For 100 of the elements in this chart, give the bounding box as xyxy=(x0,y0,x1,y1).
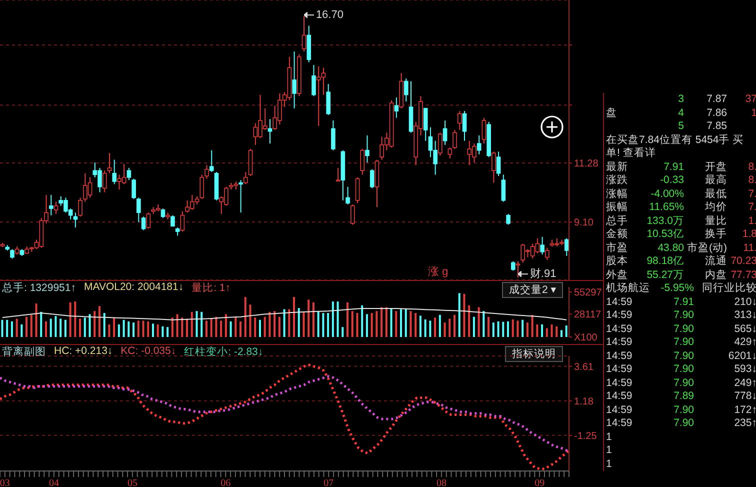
x-tick-label: 08 xyxy=(436,478,446,487)
y-tick-label: 9.10 xyxy=(574,218,594,229)
bar xyxy=(531,314,534,337)
bar xyxy=(400,309,402,337)
candlestick xyxy=(78,197,82,218)
y-tick-label: 11.28 xyxy=(574,158,599,170)
candlestick xyxy=(146,212,151,230)
bar xyxy=(346,302,349,337)
candlestick xyxy=(510,260,516,272)
bar xyxy=(40,312,42,337)
candlestick xyxy=(54,201,58,214)
candlestick xyxy=(170,214,175,227)
bar xyxy=(224,314,227,337)
bar xyxy=(152,324,154,337)
text: 市盈 43.80 市盈(动) 11. xyxy=(606,242,756,254)
bar xyxy=(84,318,86,337)
candlestick xyxy=(107,152,112,174)
candlestick xyxy=(73,212,78,228)
text: 14:59 7.90 249↑ xyxy=(606,376,756,388)
text: 14:59 7.90 235↑ xyxy=(606,417,756,429)
y-tick-label: -1.25 xyxy=(574,430,598,442)
bar xyxy=(546,328,548,337)
bar xyxy=(410,311,412,337)
candlestick xyxy=(404,78,408,102)
candlestick xyxy=(506,213,510,226)
bar xyxy=(458,293,460,337)
candlestick xyxy=(350,204,355,226)
bar xyxy=(298,308,300,337)
bar xyxy=(312,302,314,337)
bar xyxy=(526,322,528,337)
candlestick xyxy=(326,83,330,116)
bar xyxy=(380,307,383,337)
annotation: 财.91 xyxy=(530,267,556,281)
candlestick xyxy=(423,108,428,142)
x-tick-label: 09 xyxy=(534,478,545,487)
candlestick xyxy=(268,118,272,144)
annotation: 涨 g xyxy=(428,265,448,279)
bar xyxy=(156,324,159,337)
bar xyxy=(264,316,266,337)
candlestick xyxy=(244,171,248,185)
text: 14:59 7.91 210↓ xyxy=(606,296,756,308)
bar xyxy=(132,322,135,337)
x-tick-label: 06 xyxy=(220,478,231,487)
bar xyxy=(35,303,38,337)
bar xyxy=(10,321,13,337)
text: 14:59 7.89 778↓ xyxy=(606,390,756,402)
bar xyxy=(478,307,480,337)
bar xyxy=(502,322,504,337)
candlestick xyxy=(564,238,569,256)
candlestick xyxy=(209,150,214,172)
text: 14:59 7.90 172↑ xyxy=(606,404,756,416)
bar xyxy=(176,314,178,337)
candlestick xyxy=(360,148,365,176)
candlestick xyxy=(112,159,117,185)
text: 14:59 7.90 593↓ xyxy=(606,363,756,375)
y-tick-label: X100 xyxy=(574,332,598,344)
bar xyxy=(438,314,441,337)
text: 14:59 7.90 313↓ xyxy=(606,309,756,321)
bar xyxy=(69,302,72,337)
y-tick-label: 28117 xyxy=(574,310,602,321)
text: 14:59 7.90 6201↓ xyxy=(606,350,756,362)
x-tick-label: 07 xyxy=(324,478,334,487)
text: 振幅 11.65% 均价 7. xyxy=(606,201,756,213)
candlestick xyxy=(457,110,462,130)
annotation: HC: +0.213↓ xyxy=(54,345,113,359)
bar xyxy=(376,311,378,337)
bar xyxy=(220,320,222,337)
candlestick xyxy=(355,176,360,204)
candlestick xyxy=(126,167,132,181)
bar xyxy=(162,326,164,337)
bar xyxy=(230,321,232,337)
candlestick xyxy=(492,151,496,184)
bar xyxy=(351,311,354,337)
bar xyxy=(20,324,23,337)
bar xyxy=(137,320,140,337)
bar xyxy=(336,302,339,337)
bar xyxy=(370,313,373,337)
bar xyxy=(79,318,82,337)
bar xyxy=(332,302,334,337)
bar xyxy=(536,324,538,337)
bar xyxy=(122,320,125,337)
bar xyxy=(249,304,252,337)
bar xyxy=(88,314,91,337)
candlestick xyxy=(136,197,141,223)
bar xyxy=(366,314,368,337)
bar xyxy=(54,316,57,337)
annotation: 量比: 1↑ xyxy=(192,281,231,295)
candlestick xyxy=(346,186,350,205)
bar xyxy=(268,312,271,337)
candlestick xyxy=(10,248,14,260)
candlestick xyxy=(365,134,370,163)
bar xyxy=(385,307,388,337)
bar xyxy=(556,326,558,337)
annotation: 成交量2 ▾ xyxy=(502,282,563,298)
bar xyxy=(94,311,96,337)
candlestick xyxy=(141,216,146,231)
candlestick xyxy=(302,16,306,52)
bar xyxy=(414,313,417,337)
candlestick xyxy=(462,110,467,142)
candlestick xyxy=(438,132,442,156)
